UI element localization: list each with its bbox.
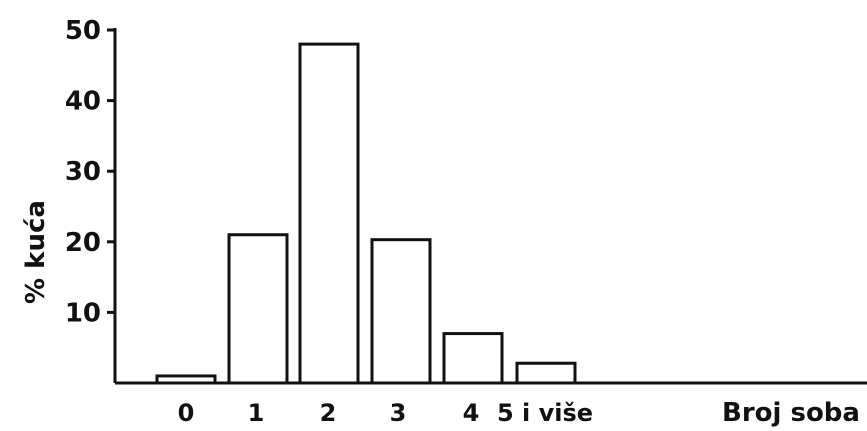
bar-4	[442, 332, 504, 385]
x-category-label-2: 2	[320, 399, 337, 427]
x-category-label-5-i-više: 5 i više	[497, 399, 593, 427]
x-axis-title: Broj soba	[722, 398, 860, 428]
y-tick-label-40: 40	[65, 87, 101, 117]
x-category-label-4: 4	[463, 399, 480, 427]
bars-group	[155, 42, 577, 385]
x-category-label-3: 3	[390, 399, 407, 427]
y-axis-title: % kuća	[21, 200, 51, 304]
x-category-label-0: 0	[178, 399, 195, 427]
x-axis: 0 1 2 3 4 5 i više	[115, 381, 867, 427]
y-tick-label-10: 10	[65, 298, 101, 328]
x-category-label-1: 1	[248, 399, 265, 427]
bar-3	[370, 238, 432, 385]
bar-2	[298, 42, 360, 385]
bar-5-i-više	[515, 361, 577, 385]
y-tick-label-50: 50	[65, 16, 101, 46]
y-tick-label-30: 30	[65, 157, 101, 187]
y-axis: 10 20 30 40 50	[65, 16, 117, 383]
y-tick-label-20: 20	[65, 228, 101, 258]
bar-1	[227, 233, 289, 385]
